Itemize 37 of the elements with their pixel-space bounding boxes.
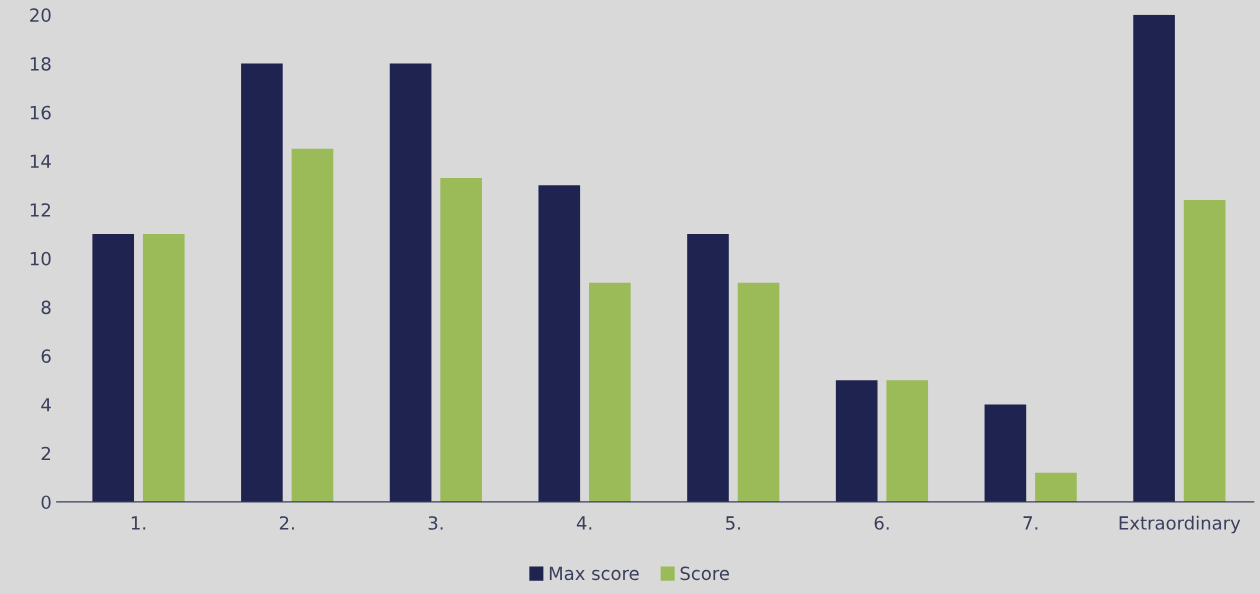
x-tick-label: 7. bbox=[1023, 516, 1038, 530]
x-tick-label: 4. bbox=[576, 516, 592, 530]
y-tick-label: 18 bbox=[30, 57, 51, 71]
y-tick-label: 2 bbox=[41, 446, 51, 461]
bar bbox=[984, 404, 1027, 502]
x-tick-label: 5. bbox=[726, 516, 740, 530]
y-tick-label: 6 bbox=[41, 349, 51, 363]
x-tick-label: 3. bbox=[428, 516, 443, 530]
y-tick-label: 10 bbox=[30, 251, 51, 266]
y-tick-label: 12 bbox=[30, 203, 51, 217]
legend-label: Max score bbox=[549, 566, 639, 581]
bar bbox=[389, 63, 432, 502]
bar bbox=[241, 63, 283, 502]
y-tick-label: 0 bbox=[41, 495, 51, 510]
bar bbox=[835, 380, 878, 502]
x-tick-label: 6. bbox=[874, 516, 889, 530]
y-tick-label: 16 bbox=[30, 105, 51, 120]
x-tick-label: 2. bbox=[279, 516, 294, 530]
bar bbox=[440, 178, 482, 502]
y-tick-label: 4 bbox=[41, 398, 51, 412]
legend-label: Score bbox=[680, 566, 729, 581]
bar bbox=[538, 185, 581, 502]
bar bbox=[737, 282, 780, 502]
bar bbox=[687, 234, 729, 502]
y-tick-label: 14 bbox=[30, 154, 51, 168]
bar bbox=[291, 148, 334, 502]
bar bbox=[1035, 472, 1077, 502]
bar bbox=[886, 380, 929, 502]
x-tick-label: Extraordinary bbox=[1119, 515, 1241, 534]
bar bbox=[1183, 199, 1226, 502]
bar bbox=[1133, 14, 1175, 502]
bar bbox=[589, 282, 631, 502]
y-tick-label: 20 bbox=[30, 8, 51, 22]
bar bbox=[142, 234, 185, 502]
bar bbox=[92, 234, 135, 502]
y-tick-label: 8 bbox=[41, 300, 51, 315]
x-tick-label: 1. bbox=[131, 516, 146, 530]
